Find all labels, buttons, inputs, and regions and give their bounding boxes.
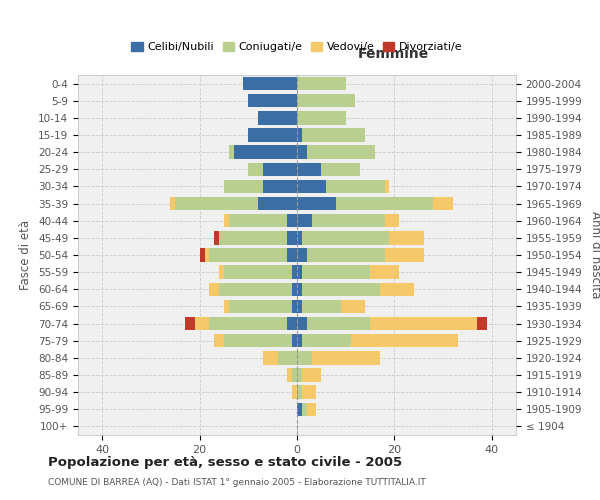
Bar: [292, 282, 297, 296]
Bar: [307, 248, 385, 262]
Bar: [297, 94, 355, 108]
Bar: [297, 317, 307, 330]
Bar: [297, 386, 302, 399]
Bar: [297, 248, 307, 262]
Bar: [336, 197, 433, 210]
Bar: [380, 282, 414, 296]
Bar: [292, 368, 297, 382]
Bar: [350, 334, 458, 347]
Bar: [209, 248, 287, 262]
Bar: [297, 282, 302, 296]
Bar: [297, 334, 302, 347]
Bar: [302, 282, 380, 296]
Bar: [219, 282, 292, 296]
Text: Femmine: Femmine: [358, 46, 429, 60]
Bar: [287, 248, 297, 262]
Bar: [477, 317, 487, 330]
Y-axis label: Anni di nascita: Anni di nascita: [589, 212, 600, 298]
Bar: [170, 197, 175, 210]
Text: COMUNE DI BARREA (AQ) - Dati ISTAT 1° gennaio 2005 - Elaborazione TUTTITALIA.IT: COMUNE DI BARREA (AQ) - Dati ISTAT 1° ge…: [48, 478, 426, 487]
Bar: [311, 214, 385, 228]
Bar: [278, 351, 297, 364]
Bar: [224, 214, 229, 228]
Bar: [297, 180, 326, 193]
Bar: [214, 334, 224, 347]
Bar: [322, 162, 360, 176]
Bar: [297, 300, 302, 313]
Bar: [292, 266, 297, 279]
Bar: [287, 317, 297, 330]
Legend: Celibi/Nubili, Coniugati/e, Vedovi/e, Divorziati/e: Celibi/Nubili, Coniugati/e, Vedovi/e, Di…: [127, 38, 467, 56]
Bar: [244, 77, 297, 90]
Bar: [302, 300, 341, 313]
Bar: [297, 128, 302, 141]
Bar: [248, 94, 297, 108]
Bar: [292, 386, 297, 399]
Bar: [297, 231, 302, 244]
Bar: [224, 266, 292, 279]
Bar: [311, 351, 380, 364]
Bar: [200, 248, 205, 262]
Bar: [302, 334, 350, 347]
Bar: [175, 197, 258, 210]
Bar: [205, 248, 209, 262]
Bar: [195, 317, 209, 330]
Bar: [287, 214, 297, 228]
Bar: [370, 317, 477, 330]
Bar: [307, 317, 370, 330]
Bar: [297, 146, 307, 159]
Bar: [292, 334, 297, 347]
Bar: [302, 231, 389, 244]
Bar: [385, 214, 399, 228]
Bar: [248, 128, 297, 141]
Bar: [302, 368, 322, 382]
Bar: [297, 266, 302, 279]
Bar: [302, 402, 307, 416]
Bar: [224, 180, 263, 193]
Bar: [297, 214, 311, 228]
Bar: [433, 197, 453, 210]
Bar: [341, 300, 365, 313]
Bar: [229, 146, 234, 159]
Bar: [224, 300, 229, 313]
Bar: [307, 402, 316, 416]
Bar: [263, 162, 297, 176]
Bar: [229, 214, 287, 228]
Bar: [385, 180, 389, 193]
Bar: [258, 197, 297, 210]
Bar: [263, 351, 278, 364]
Bar: [248, 162, 263, 176]
Bar: [258, 111, 297, 124]
Bar: [370, 266, 399, 279]
Bar: [234, 146, 297, 159]
Bar: [209, 282, 219, 296]
Bar: [302, 128, 365, 141]
Bar: [219, 231, 287, 244]
Bar: [307, 146, 375, 159]
Bar: [209, 317, 287, 330]
Bar: [302, 266, 370, 279]
Text: Popolazione per età, sesso e stato civile - 2005: Popolazione per età, sesso e stato civil…: [48, 456, 402, 469]
Bar: [287, 231, 297, 244]
Bar: [224, 334, 292, 347]
Bar: [297, 368, 302, 382]
Y-axis label: Fasce di età: Fasce di età: [19, 220, 32, 290]
Bar: [297, 77, 346, 90]
Bar: [292, 300, 297, 313]
Bar: [389, 231, 424, 244]
Bar: [229, 300, 292, 313]
Bar: [385, 248, 424, 262]
Bar: [287, 368, 292, 382]
Bar: [297, 162, 322, 176]
Bar: [297, 111, 346, 124]
Bar: [185, 317, 195, 330]
Bar: [302, 386, 316, 399]
Bar: [263, 180, 297, 193]
Bar: [214, 231, 219, 244]
Bar: [297, 402, 302, 416]
Bar: [297, 197, 336, 210]
Bar: [326, 180, 385, 193]
Bar: [219, 266, 224, 279]
Bar: [297, 351, 311, 364]
